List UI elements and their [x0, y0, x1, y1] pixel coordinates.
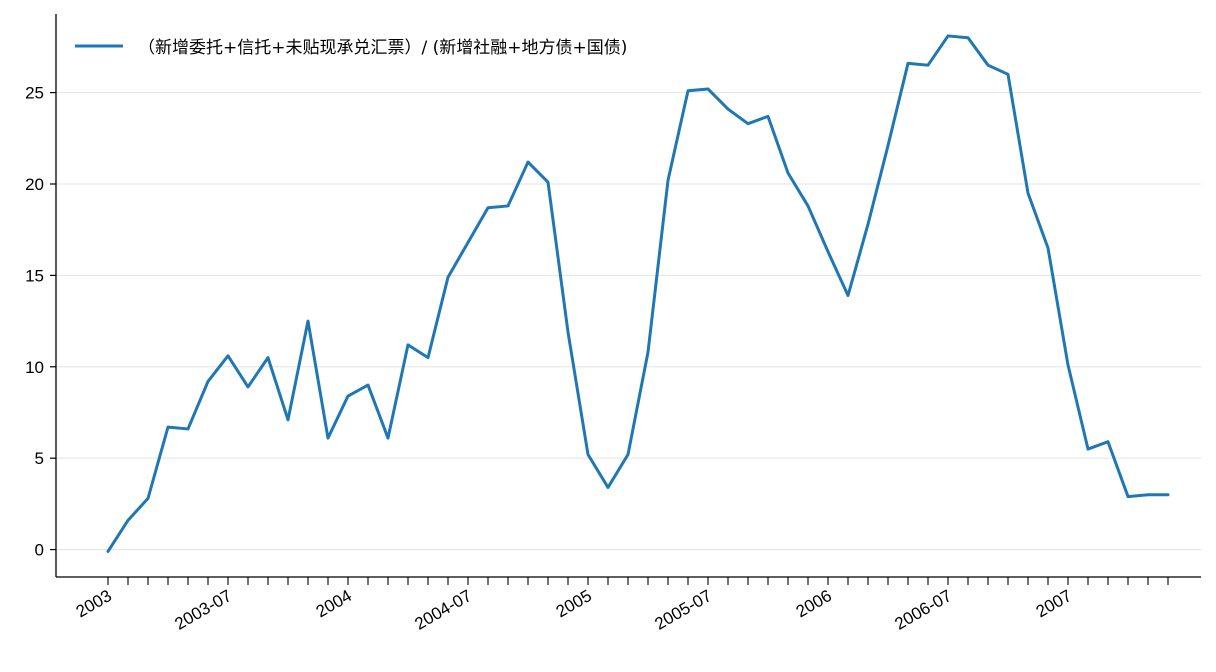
data-point	[406, 343, 410, 347]
x-tick-label: 2004-07	[411, 586, 475, 634]
data-point	[646, 350, 650, 354]
data-point	[1066, 363, 1070, 367]
data-point	[946, 34, 950, 38]
data-point	[506, 204, 510, 208]
data-point	[626, 453, 630, 456]
x-tick-label: 2006-07	[891, 586, 955, 634]
data-point	[886, 144, 890, 147]
data-point	[606, 486, 610, 489]
data-point	[666, 179, 670, 182]
data-point	[866, 223, 870, 226]
axes	[55, 14, 1201, 578]
y-tick-label: 25	[25, 84, 44, 103]
data-point	[766, 115, 770, 118]
data-point	[306, 319, 310, 323]
data-point	[446, 276, 450, 279]
x-ticks: 2003 2003-07 2004 2004-07 2005 2005-07 2006 200…	[73, 577, 1169, 634]
x-tick-label: 2003	[73, 586, 115, 621]
data-point	[586, 453, 590, 456]
y-tick-label: 5	[35, 449, 44, 468]
x-tick-label: 2005-07	[651, 586, 715, 634]
data-point	[1006, 73, 1010, 76]
data-point	[326, 436, 330, 440]
data-point	[226, 354, 230, 358]
data-point	[166, 425, 170, 429]
data-point	[1046, 246, 1050, 250]
data-point	[986, 63, 990, 67]
y-ticks: 0 5 10 15 20 25	[25, 84, 56, 560]
data-point	[426, 356, 430, 359]
data-point	[266, 356, 270, 359]
data-point	[546, 180, 550, 184]
data-point	[846, 294, 850, 297]
data-point	[686, 89, 690, 92]
series-layer	[106, 34, 1170, 553]
data-point	[726, 107, 730, 111]
y-tick-label: 20	[25, 175, 44, 194]
data-point	[1126, 495, 1130, 498]
data-point	[906, 62, 910, 65]
data-point	[706, 87, 710, 91]
data-point	[366, 383, 370, 387]
data-point	[1086, 447, 1090, 451]
data-point	[786, 171, 790, 175]
data-point	[746, 122, 750, 125]
x-tick-label: 2006	[793, 586, 835, 621]
data-point	[1146, 493, 1150, 496]
data-point	[826, 250, 830, 253]
data-point	[146, 497, 150, 500]
data-point	[346, 394, 350, 398]
series-line	[106, 34, 1170, 553]
data-point	[806, 204, 810, 208]
y-tick-label: 10	[25, 358, 44, 377]
x-tick-label: 2007	[1033, 586, 1075, 621]
data-point	[246, 385, 250, 389]
data-point	[106, 550, 110, 553]
data-point	[486, 206, 490, 209]
data-point	[206, 380, 210, 383]
data-point	[1106, 440, 1110, 443]
y-tick-label: 15	[25, 266, 44, 285]
legend-label: （新增委托+信托+未贴现承兑汇票）/ (新增社融+地方债+国债)	[138, 38, 627, 58]
legend: （新增委托+信托+未贴现承兑汇票）/ (新增社融+地方债+国债)	[75, 38, 627, 58]
data-point	[186, 427, 190, 431]
data-point	[466, 241, 470, 244]
data-point	[386, 436, 390, 440]
data-point	[286, 418, 290, 421]
grid-lines	[56, 92, 1201, 551]
data-point	[1166, 493, 1170, 496]
data-point	[126, 519, 130, 522]
data-point	[526, 160, 530, 164]
x-tick-label: 2003-07	[171, 586, 235, 634]
x-tick-label: 2005	[553, 586, 595, 621]
data-point	[566, 330, 570, 334]
y-tick-label: 0	[35, 541, 44, 560]
data-point	[1026, 191, 1030, 195]
data-point	[926, 63, 930, 67]
data-point	[966, 36, 970, 39]
x-tick-label: 2004	[313, 586, 355, 621]
